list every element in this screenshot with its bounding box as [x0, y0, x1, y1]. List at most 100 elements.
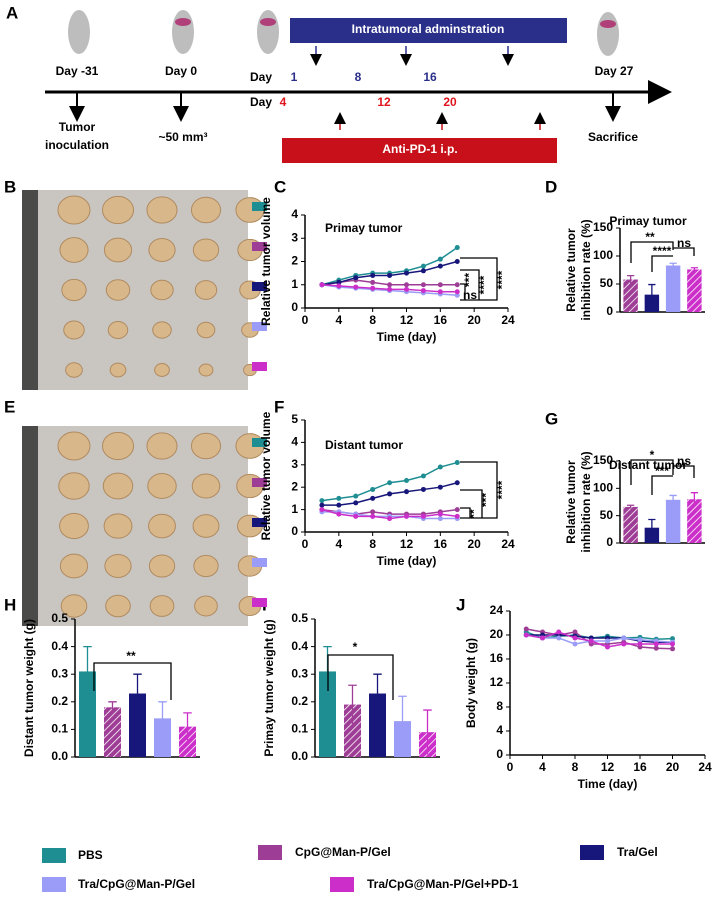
panel-label: A — [6, 3, 18, 22]
data-point — [404, 286, 409, 292]
tumor — [60, 594, 88, 618]
data-point — [353, 275, 359, 281]
y-axis-label: Primay tumor weight (g) — [262, 619, 276, 756]
significance-bracket — [460, 461, 498, 519]
data-point — [420, 473, 426, 479]
x-tick-label: 12 — [400, 313, 414, 327]
x-tick-label: 8 — [572, 760, 579, 774]
y-tick-label: 4 — [496, 723, 503, 737]
x-axis-label: Time (day) — [578, 777, 638, 791]
antibody-day: 12 — [377, 95, 391, 109]
error-bar — [373, 673, 382, 713]
error-bar — [627, 504, 635, 509]
y-tick-label: 4 — [291, 207, 298, 221]
legend-swatch — [580, 845, 604, 860]
bar-hatch — [623, 506, 638, 543]
significance-label: *** — [655, 464, 669, 478]
data-point — [353, 284, 359, 290]
injection-day: 1 — [291, 70, 298, 84]
tumor — [58, 472, 90, 500]
bar — [154, 718, 171, 757]
data-point — [353, 493, 359, 499]
tumor — [59, 237, 89, 263]
legend-swatch — [330, 877, 354, 892]
tumor — [63, 320, 85, 340]
data-point — [437, 263, 443, 269]
y-tick-label: 16 — [490, 651, 504, 665]
tumor — [102, 472, 134, 500]
data-point — [437, 289, 443, 295]
antibody-day: 20 — [443, 95, 457, 109]
intratumoral-label: Intratumoral adminstration — [352, 22, 505, 36]
day-label: Day — [250, 70, 272, 84]
data-point — [437, 256, 443, 262]
significance-bracket — [673, 465, 695, 478]
significance-label: **** — [653, 244, 672, 258]
tumor — [146, 196, 178, 224]
significance-bracket — [460, 489, 483, 518]
significance-bracket — [93, 662, 172, 700]
pd1-label: Anti-PD-1 i.p. — [382, 142, 457, 156]
data-point — [437, 516, 443, 522]
tumor — [101, 195, 135, 225]
tumor — [192, 238, 220, 262]
error-bar — [133, 673, 142, 713]
data-point — [605, 638, 610, 644]
y-axis-label: inhibition rate (%) — [579, 451, 593, 552]
y-tick-label: 5 — [291, 412, 298, 426]
x-tick-label: 12 — [400, 537, 414, 551]
data-point — [336, 502, 342, 508]
data-point — [540, 635, 545, 641]
data-point — [437, 282, 443, 288]
tumor — [147, 473, 177, 499]
y-tick-label: 0.1 — [51, 722, 68, 736]
y-tick-label: 3 — [291, 457, 298, 471]
data-point — [370, 285, 376, 291]
data-point — [454, 259, 460, 264]
x-axis-label: Time (day) — [377, 554, 437, 568]
legend-label: Tra/CpG@Man-P/Gel+PD-1 — [367, 877, 519, 891]
significance-bracket — [673, 247, 695, 256]
significance-label: ns — [677, 454, 691, 468]
error-bar — [108, 701, 117, 713]
significance-label: **** — [495, 270, 509, 289]
error-bar — [398, 695, 407, 746]
data-point — [387, 282, 393, 288]
error-bar — [83, 645, 92, 697]
mouse-icons — [68, 10, 619, 56]
error-bar — [669, 494, 677, 505]
x-tick-label: 4 — [335, 313, 342, 327]
data-point — [387, 286, 393, 292]
group-swatch — [252, 202, 267, 211]
tumor — [109, 362, 127, 378]
panel-label: D — [545, 177, 557, 196]
y-axis-label: Relative tumor volume — [259, 411, 273, 540]
y-tick-label: 0.4 — [51, 639, 68, 653]
y-tick-label: 0.3 — [291, 666, 308, 680]
series-line — [525, 631, 673, 640]
significance-bracket — [460, 283, 466, 300]
error-bar — [648, 283, 656, 305]
tumor — [57, 195, 91, 225]
tumor — [152, 321, 172, 339]
significance-bracket — [460, 507, 471, 518]
y-tick-label: 0.1 — [291, 722, 308, 736]
significance-label: ** — [467, 509, 481, 519]
data-point — [420, 288, 426, 294]
data-point — [336, 283, 342, 289]
y-axis-label: Distant tumor weight (g) — [22, 619, 36, 757]
x-tick-label: 4 — [335, 537, 342, 551]
tumor — [61, 278, 87, 302]
data-point — [454, 289, 460, 295]
significance-label: * — [353, 640, 358, 654]
data-point — [353, 500, 359, 506]
data-point — [404, 477, 409, 483]
event-label: inoculation — [45, 138, 109, 152]
panel-label: B — [4, 177, 16, 196]
significance-label: **** — [495, 480, 509, 499]
ruler — [22, 190, 38, 390]
x-tick-label: 0 — [302, 313, 309, 327]
series-line — [526, 631, 673, 648]
data-point — [454, 460, 460, 466]
day-label: Day — [250, 95, 272, 109]
